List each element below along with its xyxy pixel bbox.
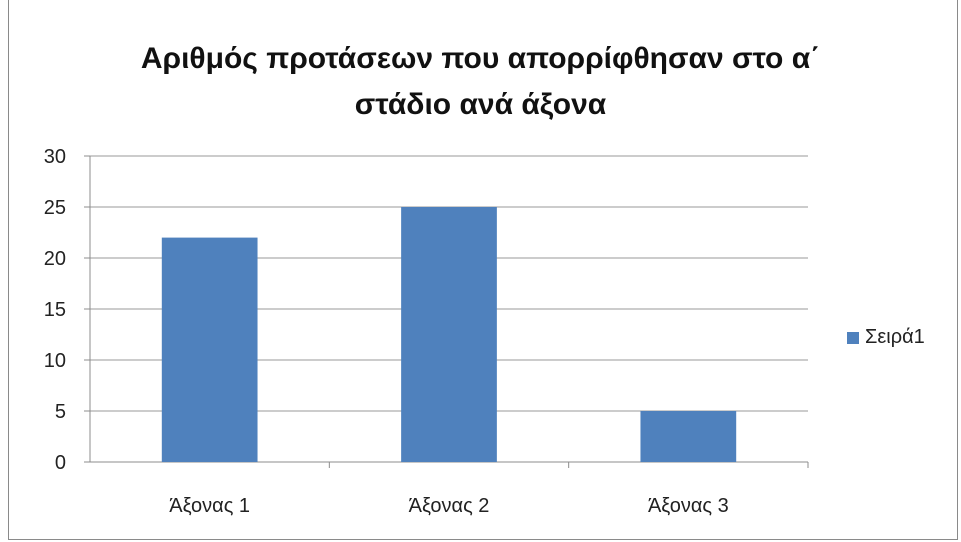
bars	[161, 207, 737, 462]
bar	[401, 207, 497, 462]
y-tick-label: 25	[44, 197, 66, 219]
legend-swatch	[847, 331, 859, 344]
y-axis-ticks: 0 5 10 15 20 25 30	[44, 146, 91, 474]
x-category-label: Άξονας 3	[648, 495, 729, 517]
x-axis-labels: Άξονας 1 Άξονας 2 Άξονας 3	[169, 462, 809, 517]
y-tick-label: 10	[44, 350, 66, 372]
bar	[161, 237, 258, 462]
x-category-label: Άξονας 1	[169, 495, 250, 517]
y-tick-label: 0	[55, 452, 66, 474]
legend-label: Σειρά1	[865, 326, 925, 348]
y-tick-label: 20	[44, 248, 66, 270]
y-tick-label: 15	[44, 299, 66, 321]
chart-title-line-2: στάδιο ανά άξονα	[354, 88, 607, 121]
chart-title-line-1: Αριθμός προτάσεων που απορρίφθησαν στο α…	[140, 42, 821, 75]
y-tick-label: 5	[55, 401, 66, 423]
bar	[640, 411, 737, 462]
y-tick-label: 30	[44, 146, 66, 168]
legend: Σειρά1	[847, 326, 925, 349]
x-category-label: Άξονας 2	[409, 495, 490, 517]
chart-title: Αριθμός προτάσεων που απορρίφθησαν στο α…	[0, 36, 961, 128]
